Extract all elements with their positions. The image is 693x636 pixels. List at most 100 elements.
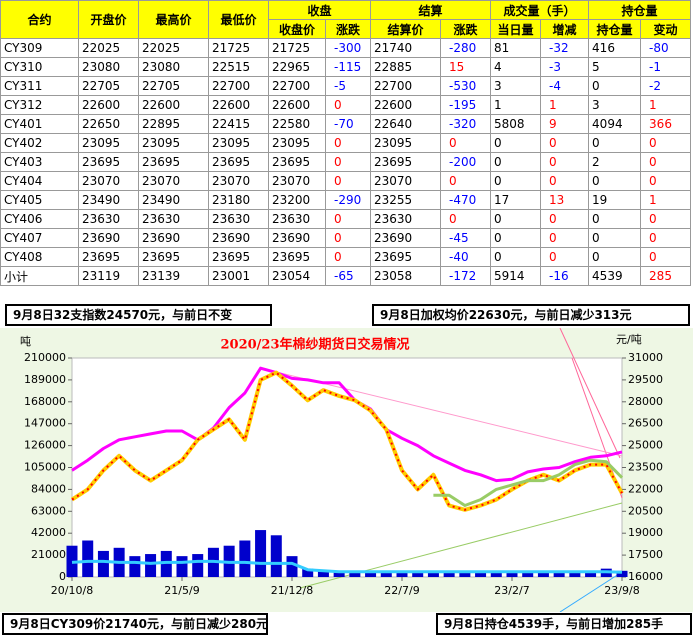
y-tick-label: 42000: [31, 526, 66, 539]
table-cell: 23695: [138, 247, 209, 267]
y-tick-label: 210000: [24, 351, 66, 364]
header: 变动: [640, 19, 692, 39]
bar: [490, 571, 502, 577]
bar: [302, 568, 314, 577]
table-cell: 23095: [208, 133, 269, 153]
header: 当日量: [490, 19, 542, 39]
chart: 2020/23年棉纱期货日交易情况 吨 元/吨 0 21000 42000 63000…: [0, 328, 693, 612]
y2-tick-label: 22000: [628, 482, 663, 495]
table-cell: 23695: [268, 152, 326, 172]
table-cell: 0: [440, 171, 492, 191]
table-cell: 23080: [138, 57, 209, 77]
table-cell: 22705: [78, 76, 139, 96]
y2-tick-label: 28000: [628, 395, 663, 408]
table-cell: -4: [540, 76, 590, 96]
bar: [97, 550, 109, 577]
table-cell: -320: [440, 114, 492, 134]
bar: [239, 540, 251, 577]
table-cell: CY401: [0, 114, 79, 134]
table-row: CY312 22600 22600 22600 22600 0 22600 -195 1 1 3 1: [0, 95, 692, 115]
table-cell: 0: [440, 209, 492, 229]
table-cell: 23695: [78, 152, 139, 172]
table-cell: 23695: [268, 247, 326, 267]
bar: [396, 570, 408, 577]
bar: [145, 554, 157, 577]
bar: [475, 571, 487, 577]
table-cell: 23255: [370, 190, 442, 210]
table-cell: -530: [440, 76, 492, 96]
table-cell: 0: [588, 209, 642, 229]
table-cell: 23690: [370, 228, 442, 248]
bar: [317, 570, 329, 577]
table-cell: 22705: [138, 76, 209, 96]
table-cell: 23690: [78, 228, 139, 248]
table-row: CY311 22705 22705 22700 22700 -5 22700 -530 3 -4 0…: [0, 76, 692, 96]
table-cell: 22025: [78, 38, 139, 58]
table-cell: 2: [588, 152, 642, 172]
table-cell: 23490: [78, 190, 139, 210]
table-row: CY309 22025 22025 21725 21725 -300 21740 -280 81…: [0, 38, 692, 58]
table-cell: 0: [640, 152, 692, 172]
table-cell: 22600: [370, 95, 442, 115]
table-cell: 0: [588, 76, 642, 96]
table-cell: 0: [540, 228, 590, 248]
table-cell: 0: [588, 228, 642, 248]
table-cell: -5: [324, 76, 372, 96]
x-tick-label: 21/12/8: [271, 584, 313, 597]
table-cell: 285: [640, 266, 692, 286]
bar: [553, 571, 565, 577]
table-row: CY407 23690 23690 23690 23690 0 23690 -45 0 0 0 0: [0, 228, 692, 248]
table-cell: 23695: [208, 247, 269, 267]
y-tick-label: 126000: [24, 439, 66, 452]
header: 结算价: [370, 19, 442, 39]
table-cell: 1: [640, 190, 692, 210]
callout-line: [559, 571, 623, 612]
bar: [616, 570, 628, 577]
bar: [286, 556, 298, 577]
table-cell: 22600: [208, 95, 269, 115]
table-cell: 23001: [208, 266, 269, 286]
table-cell: CY407: [0, 228, 79, 248]
table-cell: 23690: [268, 228, 326, 248]
y-axis-label: 吨: [20, 335, 31, 348]
y2-tick-label: 31000: [628, 351, 663, 364]
table-cell: 0: [490, 247, 542, 267]
table-cell: 416: [588, 38, 642, 58]
table-cell: 22600: [138, 95, 209, 115]
table-cell: 23070: [138, 171, 209, 191]
header: 开盘价: [78, 0, 139, 39]
table-cell: 3: [588, 95, 642, 115]
table-cell: CY402: [0, 133, 79, 153]
table-cell: 1: [490, 95, 542, 115]
table-cell: 0: [640, 171, 692, 191]
table-cell: -65: [324, 266, 372, 286]
bar: [380, 571, 392, 577]
y-tick-label: 189000: [24, 373, 66, 386]
table-cell: 23690: [138, 228, 209, 248]
x-tick-label: 21/5/9: [164, 584, 199, 597]
table-cell: -195: [440, 95, 492, 115]
group-header: 收盘: [267, 0, 372, 20]
bar: [82, 540, 94, 577]
table-cell: 0: [588, 171, 642, 191]
table-cell: 0: [440, 133, 492, 153]
y-tick-label: 84000: [31, 482, 66, 495]
table-cell: 小计: [0, 266, 79, 286]
table-cell: 22515: [208, 57, 269, 77]
table-cell: 22600: [268, 95, 326, 115]
table-cell: 21740: [370, 38, 442, 58]
table-cell: -32: [540, 38, 590, 58]
bar: [255, 530, 267, 577]
table-cell: -172: [440, 266, 492, 286]
table-cell: 21725: [268, 38, 326, 58]
y-tick-label: 0: [59, 570, 66, 583]
table-cell: 0: [640, 133, 692, 153]
table-cell: 23070: [268, 171, 326, 191]
table-cell: 21725: [208, 38, 269, 58]
table-cell: CY404: [0, 171, 79, 191]
table-cell: 22895: [138, 114, 209, 134]
table-cell: 22640: [370, 114, 442, 134]
table-cell: 366: [640, 114, 692, 134]
table-row: CY408 23695 23695 23695 23695 0 23695 -40 0 0 0 0: [0, 247, 692, 267]
table-cell: -300: [324, 38, 372, 58]
